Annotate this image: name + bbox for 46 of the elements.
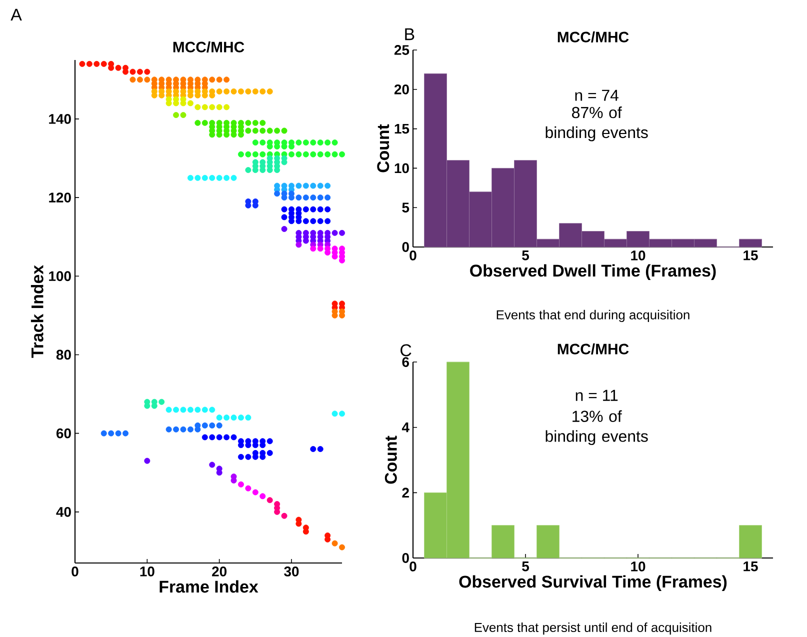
text: A <box>10 8 22 21</box>
y-tick-label: 4 <box>402 422 410 432</box>
y-tick-label: 0 <box>402 242 409 252</box>
x-tick-label: 15 <box>744 562 758 572</box>
x-tick-label: 0 <box>410 250 416 260</box>
chart-title: MCC/MHC <box>173 41 244 52</box>
y-tick-label: 6 <box>402 357 409 367</box>
x-tick-label: 5 <box>522 250 529 260</box>
annotation: 87% of binding events <box>546 106 648 142</box>
y-tick-label: 100 <box>49 271 71 282</box>
x-axis-title: Frame Index <box>160 580 258 593</box>
y-tick-label: 25 <box>394 45 410 55</box>
y-tick-label: 15 <box>394 124 410 134</box>
y-tick-label: 0 <box>402 553 409 563</box>
y-tick-label: 20 <box>394 84 409 94</box>
text: Events that persist until end of acquisition <box>474 622 712 635</box>
x-axis-title: Observed Survival Time (Frames) <box>459 575 727 592</box>
text: C <box>400 344 412 356</box>
chart-title: MCC/MHC <box>558 343 629 355</box>
y-tick-label: 5 <box>402 202 410 212</box>
y-tick-label: 2 <box>402 488 409 498</box>
annotation: n = 11 <box>576 390 618 401</box>
text: B <box>405 28 414 40</box>
x-tick-label: 20 <box>212 566 227 576</box>
y-tick-label: 120 <box>49 192 71 202</box>
text: Events that end during acquisition <box>496 310 690 322</box>
x-tick-label: 0 <box>410 562 416 572</box>
annotation: n = 74 <box>575 90 618 101</box>
x-tick-label: 15 <box>744 250 758 260</box>
x-axis-title: Observed Dwell Time (Frames) <box>470 264 716 280</box>
y-axis-title: Count <box>377 124 390 172</box>
chart-title: MCC/MHC <box>558 31 629 42</box>
x-tick-label: 0 <box>72 566 78 576</box>
y-tick-label: 60 <box>56 428 71 438</box>
y-tick-label: 40 <box>56 506 71 517</box>
x-tick-label: 5 <box>522 562 529 572</box>
y-axis-title: Count <box>384 436 397 484</box>
x-tick-label: 10 <box>140 566 154 576</box>
y-axis-title: Track Index <box>30 265 44 358</box>
x-tick-label: 30 <box>284 566 299 576</box>
y-tick-label: 10 <box>394 163 409 174</box>
y-tick-label: 80 <box>56 350 71 360</box>
annotation: 13% of binding events <box>546 410 648 446</box>
x-tick-label: 10 <box>631 562 646 572</box>
y-tick-label: 140 <box>49 114 71 124</box>
x-tick-label: 10 <box>631 250 646 260</box>
